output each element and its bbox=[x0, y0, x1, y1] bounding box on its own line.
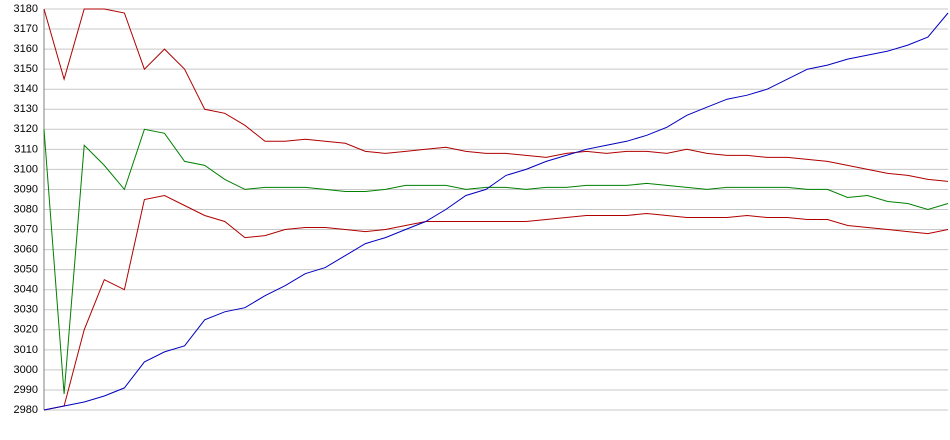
y-tick-label: 3060 bbox=[14, 244, 38, 256]
y-tick-label: 3180 bbox=[14, 3, 38, 15]
y-tick-label: 3160 bbox=[14, 43, 38, 55]
series-line bbox=[43, 8, 949, 182]
y-tick-label: 3170 bbox=[14, 23, 38, 35]
y-tick-label: 3040 bbox=[14, 284, 38, 296]
y-tick-label: 3130 bbox=[14, 103, 38, 115]
y-tick-label: 3080 bbox=[14, 203, 38, 215]
y-tick-label: 3020 bbox=[14, 324, 38, 336]
y-tick-label: 3070 bbox=[14, 223, 38, 235]
y-tick-label: 3110 bbox=[14, 143, 38, 155]
y-tick-label: 2990 bbox=[14, 384, 38, 396]
series-line bbox=[43, 194, 949, 411]
y-tick-label: 3140 bbox=[14, 83, 38, 95]
y-tick-label: 3120 bbox=[14, 123, 38, 135]
y-tick-label: 3150 bbox=[14, 63, 38, 75]
y-tick-label: 3050 bbox=[14, 264, 38, 276]
series-line bbox=[43, 128, 949, 395]
y-tick-label: 3010 bbox=[14, 344, 38, 356]
y-tick-label: 3030 bbox=[14, 304, 38, 316]
y-tick-label: 2980 bbox=[14, 404, 38, 416]
series-line bbox=[43, 12, 949, 411]
y-tick-label: 3000 bbox=[14, 364, 38, 376]
y-tick-label: 3090 bbox=[14, 183, 38, 195]
y-tick-label: 3100 bbox=[14, 163, 38, 175]
